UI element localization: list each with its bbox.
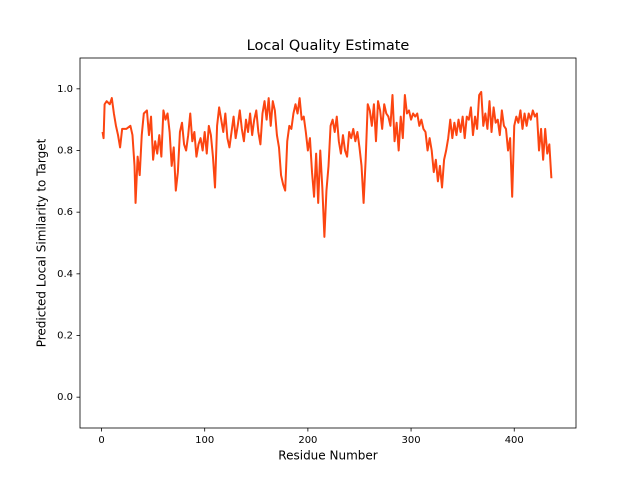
x-tick-label: 0 <box>98 435 104 446</box>
y-axis-label: Predicted Local Similarity to Target <box>35 138 49 347</box>
plot-frame <box>79 57 577 429</box>
y-tick-label: 0.4 <box>57 269 73 280</box>
y-tick-label: 0.6 <box>57 207 73 218</box>
x-axis-label: Residue Number <box>278 449 377 463</box>
data-line <box>101 90 553 238</box>
y-tick-label: 0.8 <box>57 146 73 157</box>
x-tick-label: 200 <box>298 435 317 446</box>
x-tick-label: 300 <box>402 435 421 446</box>
x-tick-label: 400 <box>505 435 524 446</box>
y-tick-label: 0.0 <box>57 392 73 403</box>
chart-title: Local Quality Estimate <box>247 38 410 54</box>
y-tick-label: 0.2 <box>57 331 73 342</box>
y-tick-label: 1.0 <box>57 84 73 95</box>
x-tick-label: 100 <box>195 435 214 446</box>
